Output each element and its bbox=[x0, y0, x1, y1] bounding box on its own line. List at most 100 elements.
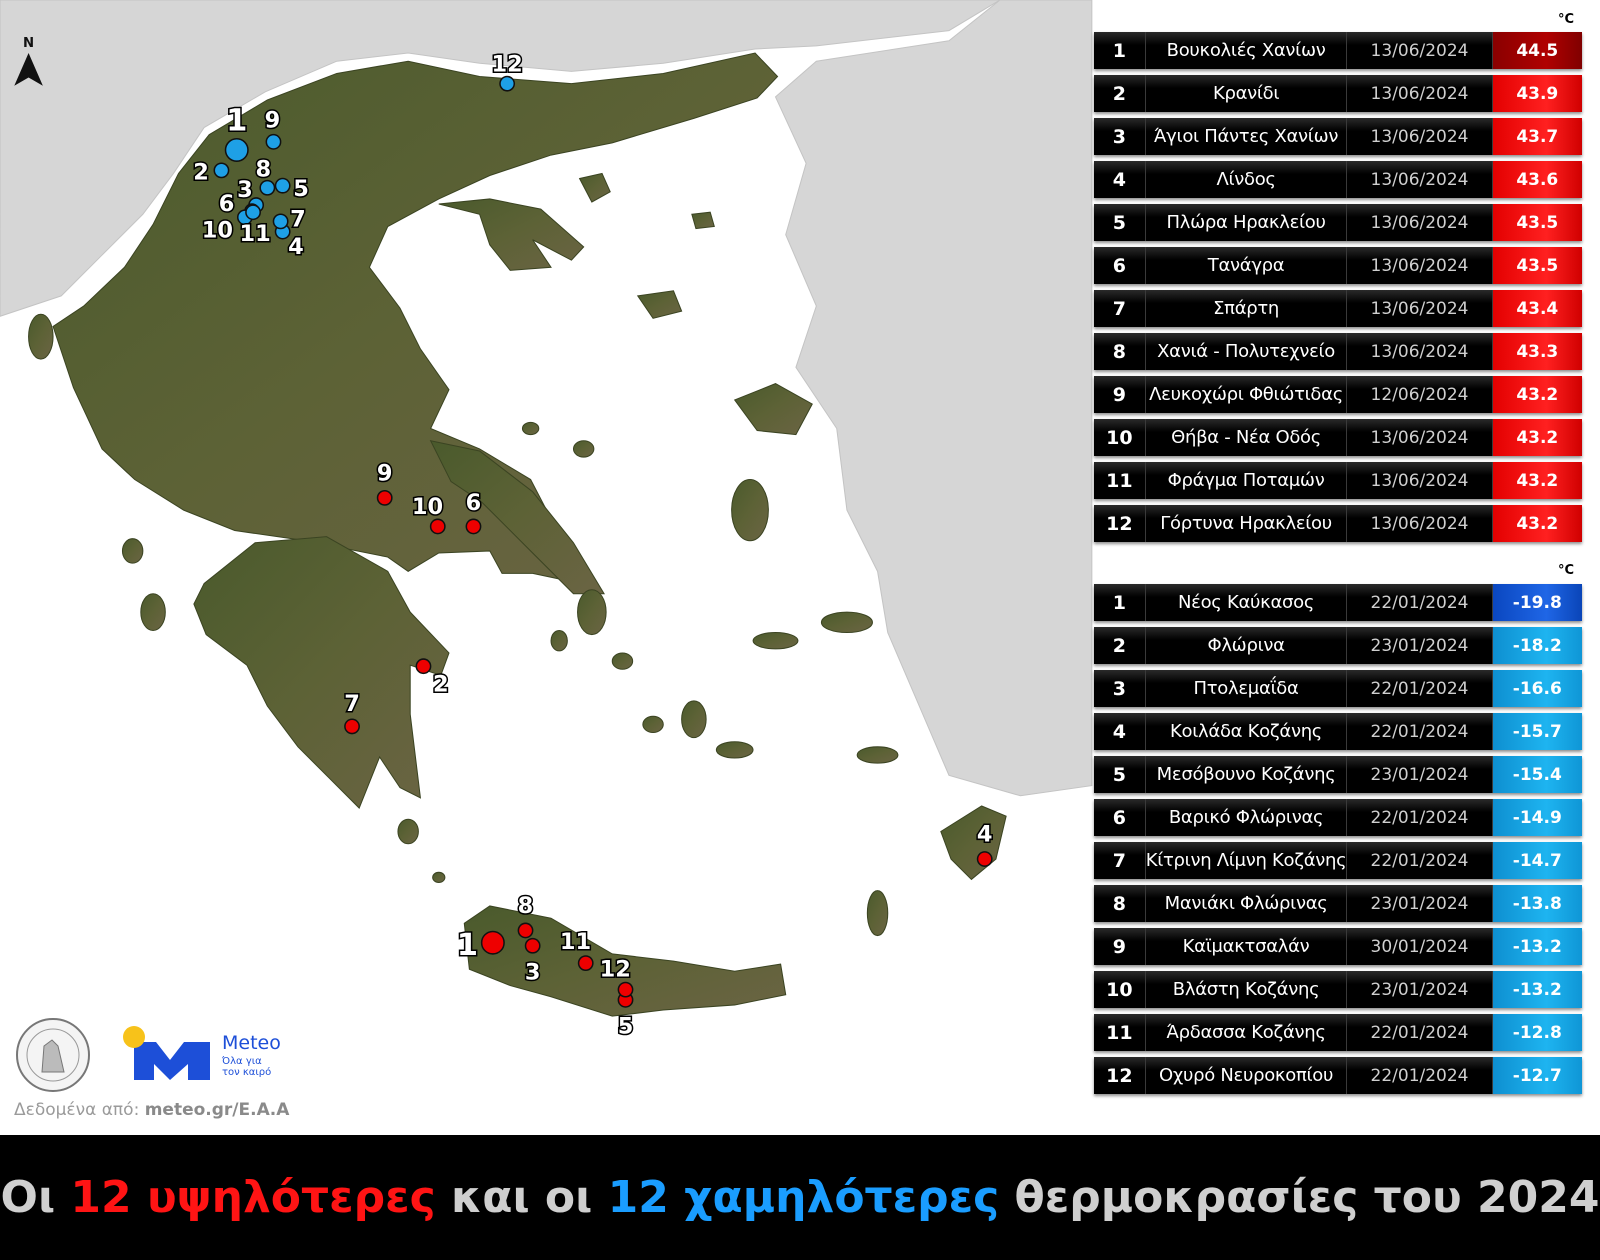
high-marker: 3 bbox=[523, 937, 542, 987]
date-cell: 13/06/2024 bbox=[1347, 247, 1493, 284]
low-temp-row: 4 Κοιλάδα Κοζάνης 22/01/2024 -15.7 bbox=[1094, 713, 1583, 750]
mainland bbox=[52, 52, 779, 583]
high-temp-row: 9 Λευκοχώρι Φθιώτιδας 12/06/2024 43.2 bbox=[1094, 376, 1583, 413]
low-rank-label: 5 bbox=[293, 176, 309, 202]
date-cell: 23/01/2024 bbox=[1347, 627, 1493, 664]
rank-cell: 12 bbox=[1094, 1057, 1146, 1094]
high-temp-row: 8 Χανιά - Πολυτεχνείο 13/06/2024 43.3 bbox=[1094, 333, 1583, 370]
high-dot bbox=[465, 518, 482, 535]
date-cell: 13/06/2024 bbox=[1347, 419, 1493, 456]
rank-cell: 11 bbox=[1094, 462, 1146, 499]
high-dot bbox=[480, 930, 505, 955]
value-cell: 43.6 bbox=[1492, 161, 1583, 198]
date-cell: 22/01/2024 bbox=[1347, 584, 1493, 621]
rank-cell: 9 bbox=[1094, 928, 1146, 965]
station-cell: Βλάστη Κοζάνης bbox=[1146, 971, 1348, 1008]
high-marker: 7 bbox=[343, 690, 361, 735]
station-cell: Νέος Καύκασος bbox=[1146, 584, 1348, 621]
low-rank-label: 12 bbox=[492, 51, 523, 77]
value-cell: 43.2 bbox=[1492, 419, 1583, 456]
rank-cell: 1 bbox=[1094, 584, 1146, 621]
value-cell: -14.7 bbox=[1492, 842, 1583, 879]
date-cell: 22/01/2024 bbox=[1347, 799, 1493, 836]
low-dot bbox=[272, 213, 289, 230]
peloponnese bbox=[193, 536, 450, 809]
high-dot bbox=[376, 489, 393, 506]
value-cell: -13.8 bbox=[1492, 885, 1583, 922]
station-cell: Σπάρτη bbox=[1146, 290, 1348, 327]
value-cell: -13.2 bbox=[1492, 971, 1583, 1008]
samothraki bbox=[691, 211, 715, 230]
high-rank-label: 9 bbox=[377, 461, 393, 487]
value-cell: 43.5 bbox=[1492, 247, 1583, 284]
low-rank-label: 4 bbox=[288, 234, 304, 260]
rank-cell: 10 bbox=[1094, 971, 1146, 1008]
high-dot bbox=[415, 658, 432, 675]
value-cell: 43.9 bbox=[1492, 75, 1583, 112]
station-cell: Λευκοχώρι Φθιώτιδας bbox=[1146, 376, 1348, 413]
low-rank-label: 9 bbox=[265, 108, 281, 134]
low-rank-label: 10 bbox=[202, 218, 233, 244]
rank-cell: 4 bbox=[1094, 161, 1146, 198]
value-cell: 43.5 bbox=[1492, 204, 1583, 241]
station-cell: Τανάγρα bbox=[1146, 247, 1348, 284]
rank-cell: 12 bbox=[1094, 505, 1146, 542]
low-marker: 7 bbox=[272, 205, 307, 234]
high-temp-row: 3 Άγιοι Πάντες Χανίων 13/06/2024 43.7 bbox=[1094, 118, 1583, 155]
value-cell: -15.4 bbox=[1492, 756, 1583, 793]
date-cell: 22/01/2024 bbox=[1347, 842, 1493, 879]
low-temp-row: 5 Μεσόβουνο Κοζάνης 23/01/2024 -15.4 bbox=[1094, 756, 1583, 793]
rank-cell: 6 bbox=[1094, 247, 1146, 284]
low-rank-label: 11 bbox=[239, 221, 270, 247]
low-rank-label: 3 bbox=[237, 177, 253, 203]
low-temp-row: 7 Κίτρινη Λίμνη Κοζάνης 22/01/2024 -14.7 bbox=[1094, 842, 1583, 879]
value-cell: 43.7 bbox=[1492, 118, 1583, 155]
high-temp-row: 1 Βουκολιές Χανίων 13/06/2024 44.5 bbox=[1094, 32, 1583, 69]
station-cell: Κοιλάδα Κοζάνης bbox=[1146, 713, 1348, 750]
high-dot bbox=[976, 851, 993, 867]
high-temp-row: 7 Σπάρτη 13/06/2024 43.4 bbox=[1094, 290, 1583, 327]
unit-label: °C bbox=[1557, 12, 1574, 27]
station-cell: Βουκολιές Χανίων bbox=[1146, 32, 1348, 69]
high-dot bbox=[577, 955, 594, 972]
rank-cell: 2 bbox=[1094, 75, 1146, 112]
high-rank-label: 10 bbox=[412, 494, 443, 520]
rank-cell: 7 bbox=[1094, 290, 1146, 327]
high-marker: 11 bbox=[558, 927, 594, 972]
low-rank-label: 2 bbox=[193, 160, 209, 186]
station-cell: Μανιάκι Φλώρινας bbox=[1146, 885, 1348, 922]
station-cell: Γόρτυνα Ηρακλείου bbox=[1146, 505, 1348, 542]
date-cell: 13/06/2024 bbox=[1347, 75, 1493, 112]
low-dot bbox=[499, 75, 516, 92]
high-rank-label: 6 bbox=[466, 490, 482, 516]
date-cell: 13/06/2024 bbox=[1347, 118, 1493, 155]
high-rank-label: 4 bbox=[977, 822, 993, 848]
station-cell: Οχυρό Νευροκοπίου bbox=[1146, 1057, 1348, 1094]
rank-cell: 5 bbox=[1094, 204, 1146, 241]
value-cell: -15.7 bbox=[1492, 713, 1583, 750]
date-cell: 13/06/2024 bbox=[1347, 32, 1493, 69]
station-cell: Φλώρινα bbox=[1146, 627, 1348, 664]
value-cell: 43.2 bbox=[1492, 462, 1583, 499]
low-marker: 12 bbox=[490, 50, 524, 92]
low-marker: 2 bbox=[192, 158, 230, 187]
low-rank-label: 1 bbox=[226, 104, 247, 139]
meteo-tagline: Όλα για τον καιρό bbox=[222, 1056, 272, 1078]
low-temp-row: 1 Νέος Καύκασος 22/01/2024 -19.8 bbox=[1094, 584, 1583, 621]
date-cell: 23/01/2024 bbox=[1347, 756, 1493, 793]
low-dot bbox=[224, 137, 249, 162]
rank-cell: 3 bbox=[1094, 118, 1146, 155]
rank-cell: 6 bbox=[1094, 799, 1146, 836]
low-temp-row: 6 Βαρικό Φλώρινας 22/01/2024 -14.9 bbox=[1094, 799, 1583, 836]
high-rank-label: 11 bbox=[560, 929, 591, 955]
value-cell: 43.4 bbox=[1492, 290, 1583, 327]
meteo-logo: Meteo Όλα για τον καιρό bbox=[122, 1022, 292, 1084]
station-cell: Κίτρινη Λίμνη Κοζάνης bbox=[1146, 842, 1348, 879]
neighbor-countries bbox=[0, 0, 1093, 797]
low-temp-row: 9 Καϊμακτσαλάν 30/01/2024 -13.2 bbox=[1094, 928, 1583, 965]
title-banner: Οι 12 υψηλότερες και οι 12 χαμηλότερες θ… bbox=[0, 1135, 1600, 1260]
low-dot bbox=[265, 133, 282, 150]
date-cell: 12/06/2024 bbox=[1347, 376, 1493, 413]
